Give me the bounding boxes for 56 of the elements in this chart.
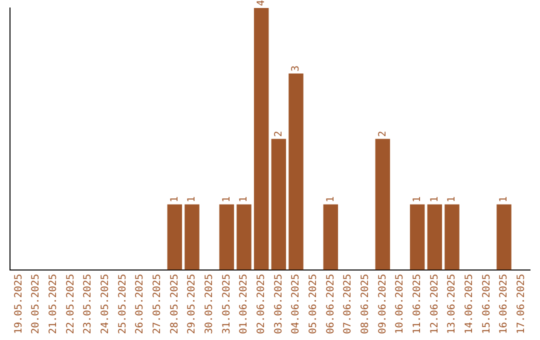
data-label: 1 bbox=[221, 196, 232, 202]
x-tick-label: 29.05.2025 bbox=[186, 274, 198, 334]
data-label: 1 bbox=[169, 196, 180, 202]
x-tick-label: 12.06.2025 bbox=[429, 274, 440, 334]
data-label: 1 bbox=[498, 196, 510, 202]
bar bbox=[323, 204, 338, 270]
x-tick-label: 20.05.2025 bbox=[30, 274, 42, 334]
bar bbox=[444, 204, 460, 270]
x-tick-label: 13.06.2025 bbox=[446, 274, 458, 334]
bar bbox=[427, 204, 442, 270]
x-tick-label: 15.06.2025 bbox=[481, 274, 492, 334]
x-tick-label: 09.06.2025 bbox=[377, 274, 388, 334]
x-tick-label: 04.06.2025 bbox=[290, 274, 302, 334]
data-label: 1 bbox=[429, 196, 440, 202]
x-tick-label: 03.06.2025 bbox=[273, 274, 284, 334]
data-label: 4 bbox=[256, 0, 267, 6]
data-label: 1 bbox=[186, 196, 198, 202]
bar bbox=[219, 204, 234, 270]
x-tick-label: 16.06.2025 bbox=[498, 274, 510, 334]
x-tick-label: 17.06.2025 bbox=[516, 274, 527, 334]
data-label: 1 bbox=[446, 196, 458, 202]
bar bbox=[271, 138, 286, 270]
data-label: 1 bbox=[238, 196, 250, 202]
bar bbox=[288, 73, 304, 270]
bar bbox=[184, 204, 200, 270]
x-tick-label: 10.06.2025 bbox=[394, 274, 406, 334]
x-tick-label: 25.05.2025 bbox=[117, 274, 128, 334]
x-tick-label: 06.06.2025 bbox=[325, 274, 336, 334]
x-tick-label: 22.05.2025 bbox=[65, 274, 76, 334]
bar bbox=[410, 204, 425, 270]
bar bbox=[375, 138, 390, 270]
x-tick-label: 01.06.2025 bbox=[238, 274, 250, 334]
x-tick-label: 28.05.2025 bbox=[169, 274, 180, 334]
bar bbox=[254, 8, 269, 270]
x-tick-label: 21.05.2025 bbox=[48, 274, 59, 334]
x-tick-label: 08.06.2025 bbox=[360, 274, 371, 334]
data-label: 1 bbox=[412, 196, 423, 202]
data-label: 3 bbox=[290, 65, 302, 72]
data-label: 2 bbox=[273, 130, 284, 137]
bar bbox=[236, 204, 252, 270]
x-tick-label: 24.05.2025 bbox=[100, 274, 111, 334]
x-tick-label: 30.05.2025 bbox=[204, 274, 215, 334]
x-tick-label: 26.05.2025 bbox=[134, 274, 146, 334]
data-label: 2 bbox=[377, 130, 388, 137]
x-tick-label: 31.05.2025 bbox=[221, 274, 232, 334]
data-label: 1 bbox=[325, 196, 336, 202]
x-tick-label: 23.05.2025 bbox=[82, 274, 94, 334]
x-tick-label: 27.05.2025 bbox=[152, 274, 163, 334]
x-tick-label: 19.05.2025 bbox=[13, 274, 24, 334]
bar bbox=[167, 204, 182, 270]
bar bbox=[496, 204, 512, 270]
x-tick-label: 02.06.2025 bbox=[256, 274, 267, 334]
x-tick-label: 05.06.2025 bbox=[308, 274, 319, 334]
x-tick-label: 07.06.2025 bbox=[342, 274, 354, 334]
x-tick-label: 11.06.2025 bbox=[412, 274, 423, 334]
x-tick-label: 14.06.2025 bbox=[464, 274, 475, 334]
